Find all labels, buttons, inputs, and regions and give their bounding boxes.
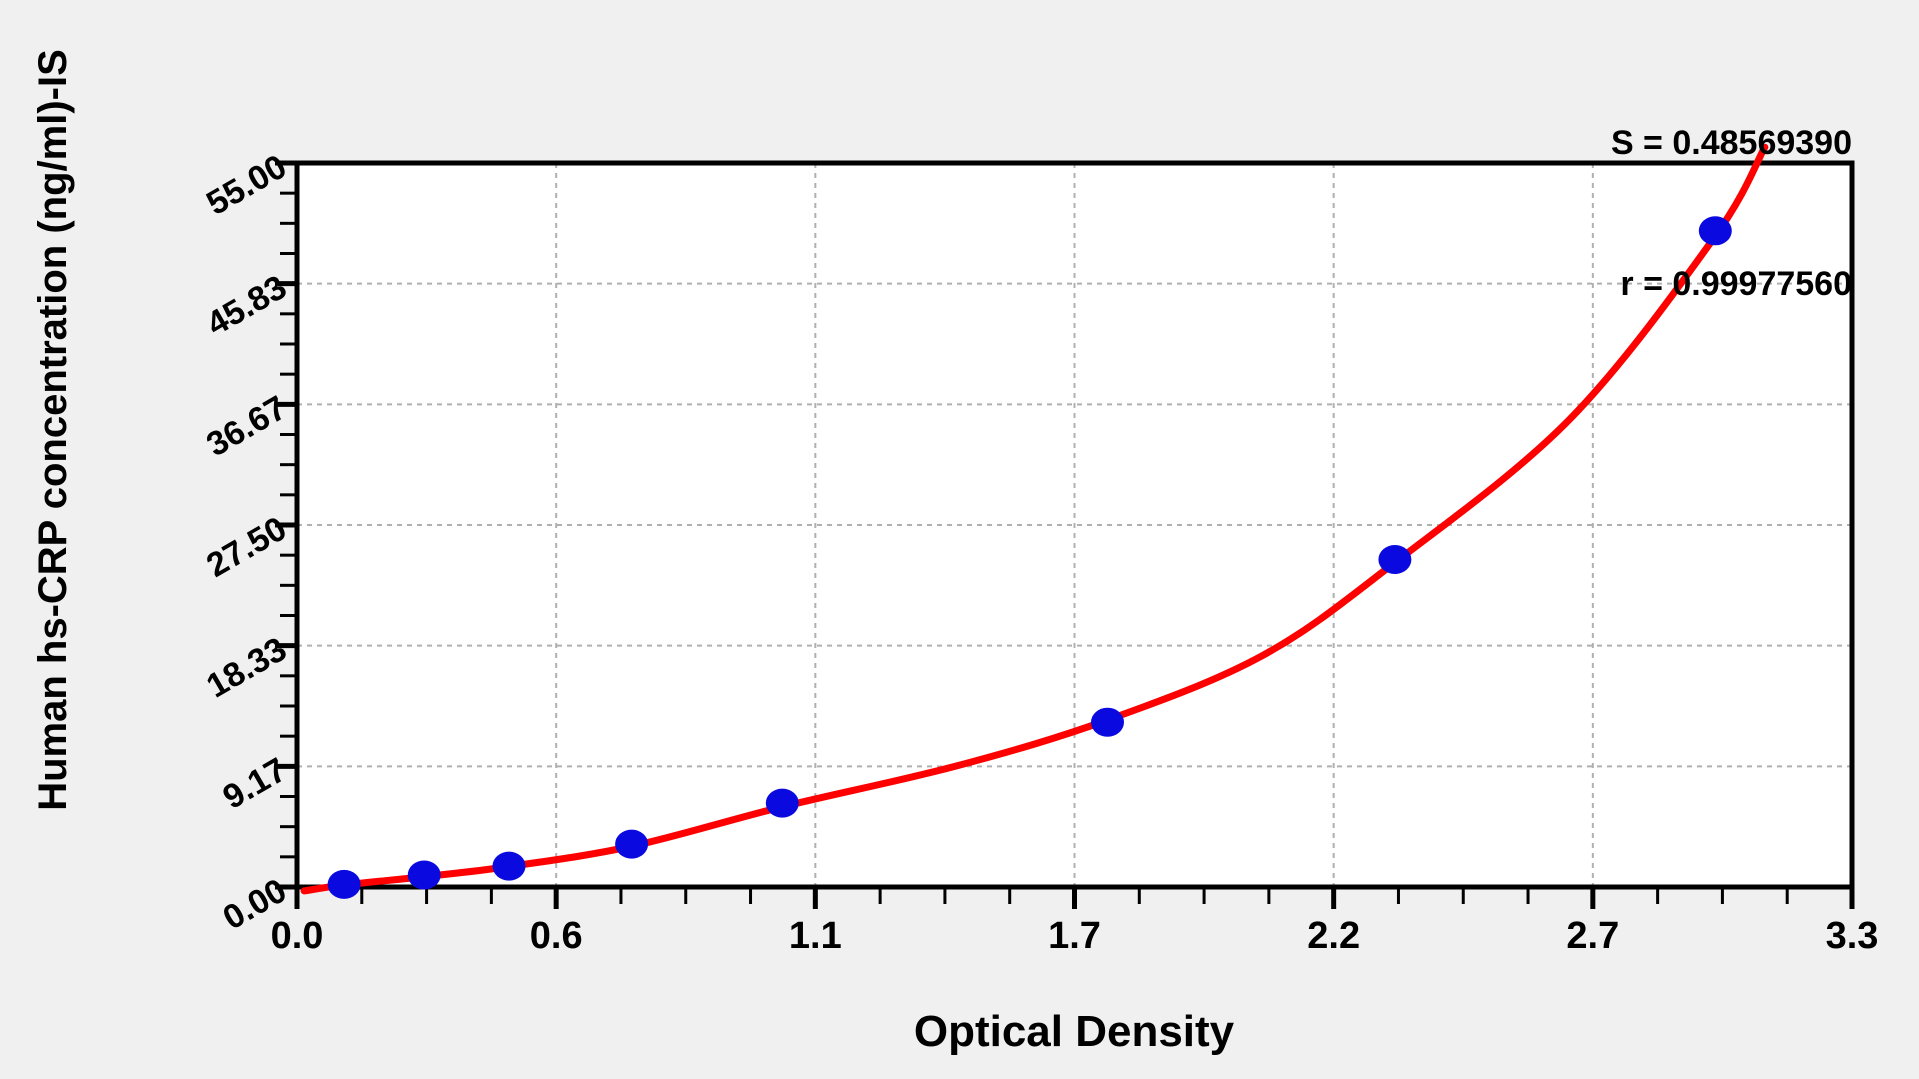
- data-point: [492, 851, 526, 881]
- x-tick-label: 0.6: [530, 915, 583, 957]
- x-tick-label: 3.3: [1826, 915, 1879, 957]
- y-tick-label: 55.00: [200, 147, 293, 222]
- x-tick-labels: 0.0 0.6 1.1 1.7 2.2 2.7 3.3: [271, 915, 1879, 957]
- data-point: [1378, 545, 1412, 574]
- y-tick-label: 18.33: [200, 630, 293, 705]
- fit-statistic-r: r = 0.99977560: [1620, 265, 1852, 303]
- data-point: [1698, 216, 1732, 246]
- fit-statistics: S = 0.48569390 r = 0.99977560: [1611, 26, 1852, 402]
- gridlines: [297, 163, 1852, 887]
- x-tick-label: 2.2: [1307, 915, 1360, 957]
- data-point: [1091, 707, 1124, 737]
- y-tick-label: 9.17: [217, 751, 293, 817]
- x-tick-label: 1.7: [1048, 915, 1101, 957]
- data-points: [327, 216, 1732, 899]
- y-tick-label: 45.83: [200, 268, 293, 343]
- x-axis-title: Optical Density: [914, 1007, 1235, 1056]
- fit-statistic-s: S = 0.48569390: [1610, 124, 1852, 162]
- data-point: [407, 860, 441, 890]
- axis-ticks: [275, 160, 1855, 909]
- x-tick-label: 0.0: [271, 915, 324, 957]
- x-tick-label: 2.7: [1566, 915, 1619, 957]
- fit-curve: [300, 143, 1769, 895]
- y-tick-label: 36.67: [200, 389, 293, 464]
- x-tick-label: 1.1: [789, 915, 842, 957]
- plot-frame: [294, 160, 1855, 890]
- y-tick-label: 27.50: [200, 509, 293, 584]
- data-point: [765, 788, 799, 818]
- data-point: [615, 829, 649, 859]
- y-axis-title: Human hs-CRP concentration (ng/ml)-IS: [31, 49, 75, 811]
- data-point: [327, 869, 361, 899]
